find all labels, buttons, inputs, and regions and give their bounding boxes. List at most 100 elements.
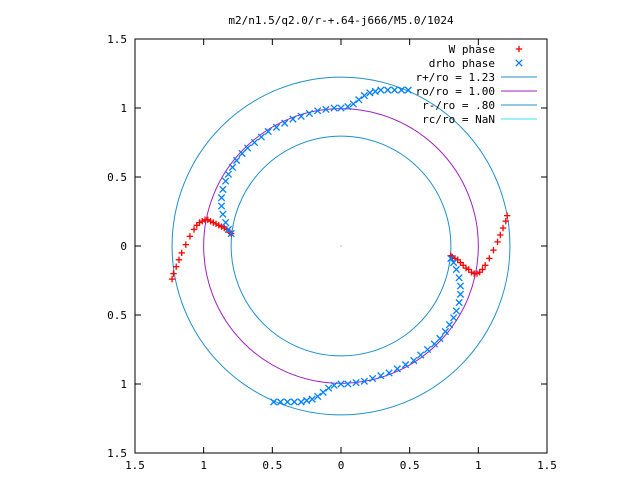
- drho-phase-point: [436, 334, 444, 343]
- legend-label: r+/ro = 1.23: [416, 71, 495, 84]
- drho-phase-point: [319, 388, 327, 396]
- drho-phase-point: [344, 102, 352, 111]
- reference-circle: [230, 135, 452, 357]
- drho-phase-point: [322, 105, 330, 114]
- drho-phase-point: [224, 170, 233, 178]
- y-tick-label: 0: [120, 240, 127, 253]
- drho-phase-point: [330, 104, 338, 112]
- w-phase-point: [482, 262, 489, 269]
- w-phase-point: [178, 249, 185, 257]
- drho-phase-point: [360, 377, 369, 385]
- w-phase-point: [173, 263, 180, 270]
- w-phase-point: [502, 217, 509, 225]
- y-tick-labels: 1.5 1 0.5 0 0.5 1 1.5: [107, 33, 127, 460]
- legend-label: W phase: [449, 43, 495, 56]
- drho-phase-point: [430, 340, 439, 348]
- drho-phase-point: [217, 194, 226, 202]
- y-tick-label: 1.5: [107, 447, 127, 460]
- data-points: [168, 86, 511, 406]
- w-phase-point: [175, 256, 183, 263]
- drho-phase-point: [238, 149, 246, 158]
- x-tick-label: 0.5: [400, 459, 420, 472]
- drho-phase-point: [228, 163, 237, 171]
- drho-phase-point: [404, 86, 412, 94]
- y-tick-label: 1.5: [107, 33, 127, 46]
- drho-phase-point: [456, 282, 465, 290]
- drho-phase-point: [377, 372, 385, 380]
- legend-marker: [515, 59, 523, 67]
- drho-phase-point: [344, 380, 352, 388]
- drho-phase-point: [303, 396, 311, 405]
- drho-phase-point: [313, 392, 322, 401]
- drho-phase-point: [452, 307, 461, 315]
- drho-phase-point: [227, 229, 235, 238]
- drho-phase-point: [313, 107, 322, 115]
- drho-phase-point: [401, 361, 410, 369]
- drho-phase-point: [330, 381, 338, 390]
- drho-phase-point: [281, 119, 289, 127]
- legend-label: rc/ro = NaN: [422, 113, 495, 126]
- drho-phase-point: [441, 327, 450, 336]
- drho-phase-point: [243, 144, 252, 152]
- drho-phase-point: [221, 177, 230, 185]
- drho-phase-point: [283, 398, 292, 406]
- drho-phase-point: [423, 345, 432, 354]
- drho-phase-point: [297, 398, 305, 406]
- drho-phase-point: [352, 378, 360, 387]
- drho-phase-point: [455, 274, 463, 282]
- drho-phase-point: [393, 365, 401, 373]
- x-tick-label: 1: [200, 459, 207, 472]
- drho-phase-point: [257, 133, 266, 141]
- drho-phase-point: [290, 398, 298, 406]
- y-tick-label: 1: [120, 102, 127, 115]
- legend-marker: [515, 45, 523, 53]
- drho-phase-point: [355, 96, 363, 104]
- reference-circles: [171, 76, 511, 416]
- w-phase-point: [190, 226, 198, 233]
- drho-phase-point: [456, 290, 465, 298]
- w-phase-point: [170, 270, 177, 277]
- drho-phase-point: [224, 225, 233, 234]
- axis-ticks: [134, 38, 548, 454]
- origin-marker: [340, 245, 342, 247]
- drho-phase-point: [270, 398, 278, 406]
- w-phase-point: [499, 224, 507, 232]
- drho-phase-point: [371, 87, 379, 96]
- w-phase-point: [494, 238, 501, 246]
- y-tick-label: 1: [120, 378, 127, 391]
- drho-phase-point: [445, 321, 454, 329]
- w-phase-point: [490, 246, 497, 254]
- x-tick-label: 1.5: [537, 459, 557, 472]
- x-tick-label: 1: [475, 459, 482, 472]
- drho-phase-point: [276, 398, 285, 406]
- drho-phase-point: [297, 112, 305, 120]
- drho-phase-point: [368, 374, 377, 383]
- w-phase-point: [182, 241, 190, 248]
- drho-phase-point: [308, 395, 316, 403]
- legend-label: ro/ro = 1.00: [416, 85, 495, 98]
- y-tick-label: 0.5: [107, 309, 127, 322]
- w-phase-point: [186, 233, 194, 240]
- w-phase-point: [168, 275, 176, 283]
- x-tick-label: 0: [338, 459, 345, 472]
- w-phase-point: [497, 231, 504, 239]
- drho-phase-point: [219, 185, 227, 194]
- drho-phase-point: [377, 86, 385, 94]
- drho-phase-point: [455, 298, 463, 307]
- drho-phase-point: [349, 100, 358, 108]
- w-phase-point: [486, 255, 493, 262]
- x-tick-label: 1.5: [125, 459, 145, 472]
- drho-phase-point: [264, 127, 272, 136]
- drho-phase-point: [219, 210, 227, 218]
- drho-phase-point: [449, 314, 458, 322]
- drho-phase-point: [397, 86, 406, 94]
- drho-phase-point: [410, 356, 418, 365]
- x-tick-label: 0.5: [262, 459, 282, 472]
- reference-circle: [171, 76, 511, 416]
- drho-phase-point: [232, 156, 241, 165]
- drho-phase-point: [452, 265, 461, 274]
- legend-label: drho phase: [429, 57, 495, 70]
- drho-phase-point: [384, 86, 392, 94]
